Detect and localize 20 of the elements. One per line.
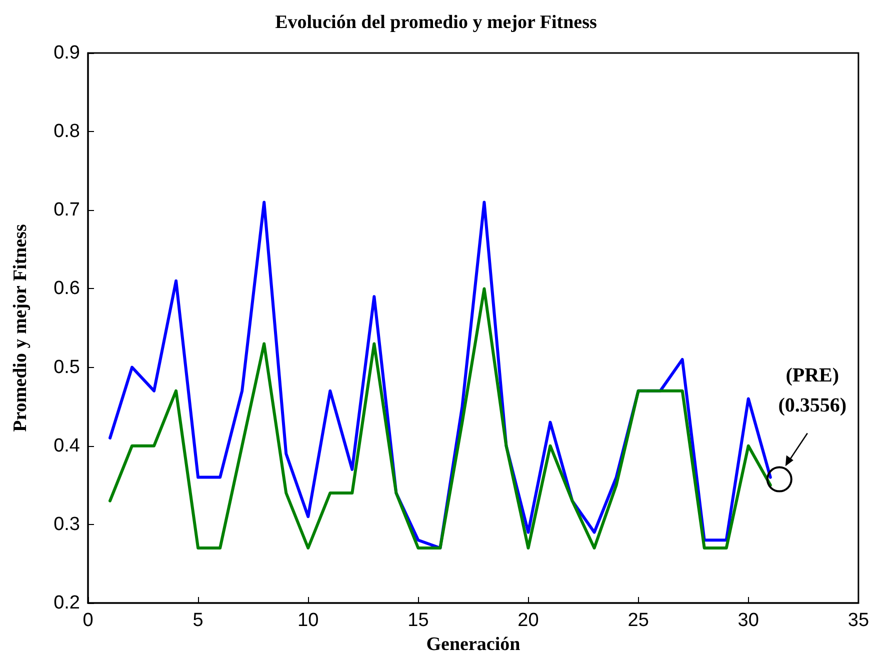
x-tick-label: 5 — [192, 610, 204, 631]
y-tick-label: 0.8 — [54, 121, 80, 142]
y-tick-label: 0.4 — [54, 435, 80, 456]
x-tick-label: 10 — [298, 610, 319, 631]
x-tick-label: 30 — [738, 610, 759, 631]
x-axis-title: Generación — [426, 634, 521, 655]
y-tick-label: 0.6 — [54, 278, 80, 300]
x-tick-label: 25 — [628, 610, 649, 631]
x-tick-label: 20 — [518, 610, 539, 631]
y-tick-label: 0.2 — [54, 592, 80, 614]
x-tick-label: 35 — [848, 610, 870, 631]
y-tick-label: 0.7 — [54, 200, 80, 221]
y-tick-label: 0.5 — [54, 356, 80, 378]
y-tick-label: 0.3 — [54, 514, 80, 535]
chart-title: Evolución del promedio y mejor Fitness — [275, 12, 597, 33]
x-tick-label: 0 — [82, 610, 94, 631]
y-tick-label: 0.9 — [54, 42, 80, 64]
y-axis-title: Promedio y mejor Fitness — [10, 224, 31, 432]
annotation: (PRE) (0.3556) — [778, 364, 847, 416]
x-tick-label: 15 — [408, 610, 429, 631]
